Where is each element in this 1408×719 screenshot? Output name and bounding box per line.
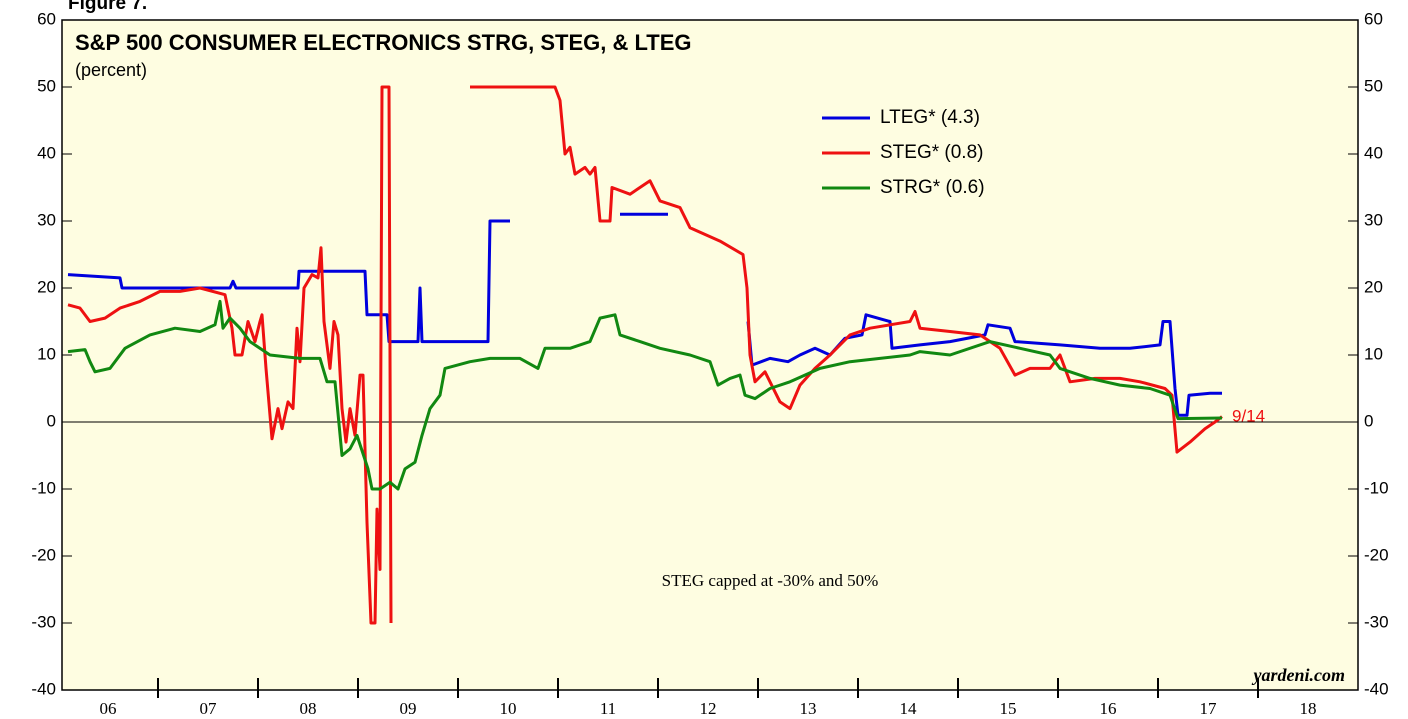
- y2-tick-label: 20: [1364, 277, 1383, 296]
- y-tick-label: 60: [37, 9, 56, 28]
- y2-tick-label: 0: [1364, 411, 1373, 430]
- y2-tick-label: 10: [1364, 344, 1383, 363]
- figure-label: Figure 7.: [68, 0, 147, 14]
- x-tick-label: 08: [300, 699, 317, 718]
- annotation: 9/14: [1232, 406, 1265, 425]
- series-line: [67, 212, 1222, 417]
- x-tick-label: 14: [900, 699, 918, 718]
- x-tick-label: 15: [1000, 699, 1017, 718]
- y-tick-label: 30: [37, 210, 56, 229]
- y2-tick-label: -30: [1364, 612, 1389, 631]
- y-tick-label: 20: [37, 277, 56, 296]
- y-tick-label: 10: [37, 344, 56, 363]
- legend-label: LTEG* (4.3): [880, 107, 980, 128]
- y2-tick-label: -10: [1364, 478, 1389, 497]
- chart-subtitle: (percent): [75, 60, 147, 80]
- chart-title: S&P 500 CONSUMER ELECTRONICS STRG, STEG,…: [75, 30, 692, 55]
- x-tick-label: 18: [1300, 699, 1317, 718]
- y-tick-label: 40: [37, 143, 56, 162]
- y-tick-label: -10: [31, 478, 56, 497]
- y2-tick-label: 40: [1364, 143, 1383, 162]
- series-line: [67, 85, 1223, 625]
- y-tick-label: -30: [31, 612, 56, 631]
- source: yardeni.com: [1252, 665, 1346, 685]
- y2-tick-label: -20: [1364, 545, 1389, 564]
- x-tick-label: 09: [400, 699, 417, 718]
- x-tick-label: 06: [100, 699, 117, 718]
- y-tick-label: 0: [47, 411, 56, 430]
- y2-tick-label: 30: [1364, 210, 1383, 229]
- x-tick-label: 07: [200, 699, 218, 718]
- y2-tick-label: 50: [1364, 76, 1383, 95]
- x-tick-label: 12: [700, 699, 717, 718]
- x-tick-label: 10: [500, 699, 517, 718]
- legend-label: STEG* (0.8): [880, 142, 983, 163]
- x-tick-label: 16: [1100, 699, 1117, 718]
- y2-tick-label: 60: [1364, 9, 1383, 28]
- series-line: [67, 299, 1223, 491]
- y2-tick-label: -40: [1364, 679, 1389, 698]
- x-tick-label: 17: [1200, 699, 1218, 718]
- x-tick-label: 11: [600, 699, 616, 718]
- y-tick-label: -20: [31, 545, 56, 564]
- annotation: STEG capped at -30% and 50%: [662, 571, 879, 590]
- x-tick-label: 13: [800, 699, 817, 718]
- legend-label: STRG* (0.6): [880, 177, 985, 198]
- y-tick-label: 50: [37, 76, 56, 95]
- y-tick-label: -40: [31, 679, 56, 698]
